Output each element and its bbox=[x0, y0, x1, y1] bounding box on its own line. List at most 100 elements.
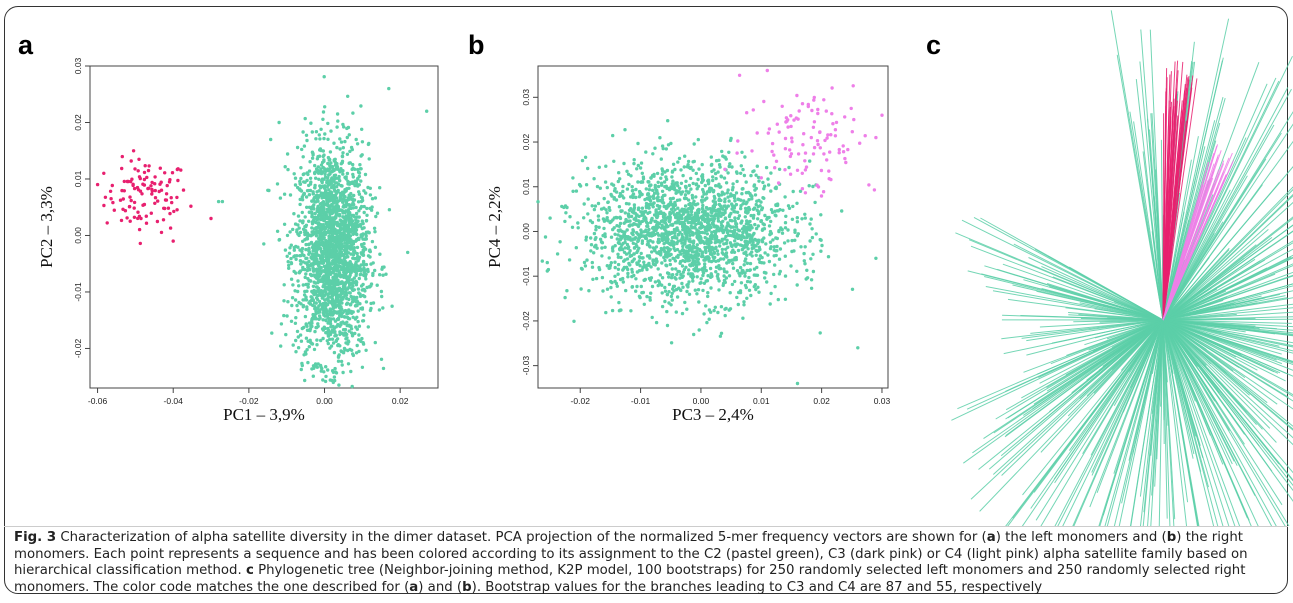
data-point-c2 bbox=[744, 180, 748, 184]
data-point-c2 bbox=[362, 263, 366, 267]
data-point-c2 bbox=[641, 266, 645, 270]
data-point-c2 bbox=[320, 277, 324, 281]
data-point-c2 bbox=[680, 190, 685, 194]
data-point-c2 bbox=[714, 234, 719, 239]
data-point-c2 bbox=[350, 384, 354, 389]
data-point-c2 bbox=[768, 302, 772, 306]
tree-branch-c2 bbox=[1067, 319, 1164, 417]
y-tick-label: 0.02 bbox=[521, 133, 531, 150]
data-point-c2 bbox=[358, 167, 363, 171]
data-point-c2 bbox=[289, 277, 294, 281]
data-point-c2 bbox=[707, 317, 711, 321]
data-point-c2 bbox=[617, 194, 622, 199]
data-point-c2 bbox=[792, 249, 796, 253]
data-point-c2 bbox=[343, 139, 347, 144]
data-point-c2 bbox=[307, 345, 311, 349]
data-point-c3 bbox=[125, 216, 129, 220]
data-point-c3 bbox=[147, 164, 151, 168]
data-point-c2 bbox=[332, 185, 336, 190]
data-point-c3 bbox=[129, 179, 133, 184]
data-point-c2 bbox=[738, 265, 743, 270]
data-point-c2 bbox=[315, 343, 319, 347]
data-point-c2 bbox=[634, 289, 638, 293]
data-point-c2 bbox=[294, 338, 298, 343]
data-point-c2 bbox=[285, 152, 290, 156]
data-point-c2 bbox=[308, 302, 313, 306]
data-point-c2 bbox=[711, 255, 716, 260]
data-point-c2 bbox=[635, 231, 639, 235]
data-point-c2 bbox=[799, 245, 803, 249]
data-point-c2 bbox=[726, 195, 730, 199]
data-point-c4 bbox=[825, 158, 829, 162]
tree-branch-c2 bbox=[985, 286, 1164, 321]
data-point-c2 bbox=[759, 219, 764, 223]
data-point-c2 bbox=[216, 199, 221, 204]
data-point-c2 bbox=[719, 193, 724, 197]
data-point-c2 bbox=[548, 216, 552, 220]
data-point-c2 bbox=[775, 249, 779, 253]
caption-ref-b: b bbox=[462, 579, 472, 595]
data-point-c2 bbox=[348, 303, 353, 307]
data-point-c3 bbox=[189, 204, 193, 208]
data-point-c2 bbox=[602, 226, 606, 231]
data-point-c2 bbox=[298, 219, 302, 223]
data-point-c2 bbox=[694, 231, 698, 235]
data-point-c2 bbox=[717, 163, 722, 167]
data-point-c2 bbox=[596, 201, 601, 206]
data-point-c2 bbox=[333, 319, 338, 323]
data-point-c4 bbox=[777, 130, 781, 134]
data-point-c2 bbox=[612, 189, 617, 193]
data-point-c2 bbox=[297, 226, 301, 230]
data-point-c2 bbox=[696, 269, 700, 273]
panel-a-label: a bbox=[18, 30, 34, 60]
data-point-c2 bbox=[327, 181, 331, 186]
data-point-c2 bbox=[357, 190, 361, 194]
data-point-c2 bbox=[327, 234, 331, 238]
data-point-c2 bbox=[752, 213, 756, 218]
tree-branch-c2 bbox=[1162, 244, 1257, 321]
data-point-c2 bbox=[695, 228, 699, 232]
data-point-c2 bbox=[626, 267, 630, 272]
tree-branch-c3 bbox=[1162, 75, 1194, 321]
data-point-c2 bbox=[568, 215, 572, 219]
x-axis-title-a: PC1 – 3,9% bbox=[223, 405, 305, 424]
data-point-c3 bbox=[127, 204, 132, 209]
data-point-c2 bbox=[292, 172, 296, 176]
data-point-c2 bbox=[275, 182, 280, 186]
data-point-c2 bbox=[369, 301, 373, 306]
data-point-c3 bbox=[121, 207, 125, 211]
data-point-c2 bbox=[645, 263, 649, 267]
data-point-c2 bbox=[675, 241, 679, 246]
data-point-c2 bbox=[379, 357, 384, 361]
data-point-c2 bbox=[332, 302, 337, 306]
data-point-c2 bbox=[668, 218, 672, 222]
data-point-c2 bbox=[591, 277, 595, 281]
data-point-c2 bbox=[300, 147, 304, 152]
data-point-c2 bbox=[805, 268, 809, 272]
data-point-c2 bbox=[313, 211, 317, 216]
data-point-c2 bbox=[291, 283, 295, 287]
data-point-c2 bbox=[351, 253, 356, 257]
data-point-c2 bbox=[651, 259, 655, 263]
data-point-c3 bbox=[153, 175, 157, 179]
data-point-c2 bbox=[318, 292, 322, 296]
data-point-c2 bbox=[660, 276, 665, 280]
data-point-c2 bbox=[352, 193, 356, 198]
data-point-c2 bbox=[726, 188, 730, 192]
data-point-c4 bbox=[833, 128, 838, 132]
data-point-c2 bbox=[624, 234, 628, 239]
data-point-c2 bbox=[311, 314, 316, 318]
data-point-c2 bbox=[754, 173, 758, 177]
data-point-c2 bbox=[324, 292, 329, 296]
data-point-c2 bbox=[301, 283, 305, 287]
data-point-c3 bbox=[120, 188, 124, 193]
data-point-c2 bbox=[277, 120, 281, 125]
data-point-c2 bbox=[339, 314, 344, 319]
data-point-c2 bbox=[635, 244, 639, 248]
data-point-c2 bbox=[328, 330, 332, 335]
data-point-c2 bbox=[676, 206, 680, 210]
data-point-c2 bbox=[362, 204, 366, 209]
data-point-c3 bbox=[168, 226, 173, 230]
data-point-c2 bbox=[337, 251, 342, 255]
data-point-c2 bbox=[691, 168, 695, 172]
